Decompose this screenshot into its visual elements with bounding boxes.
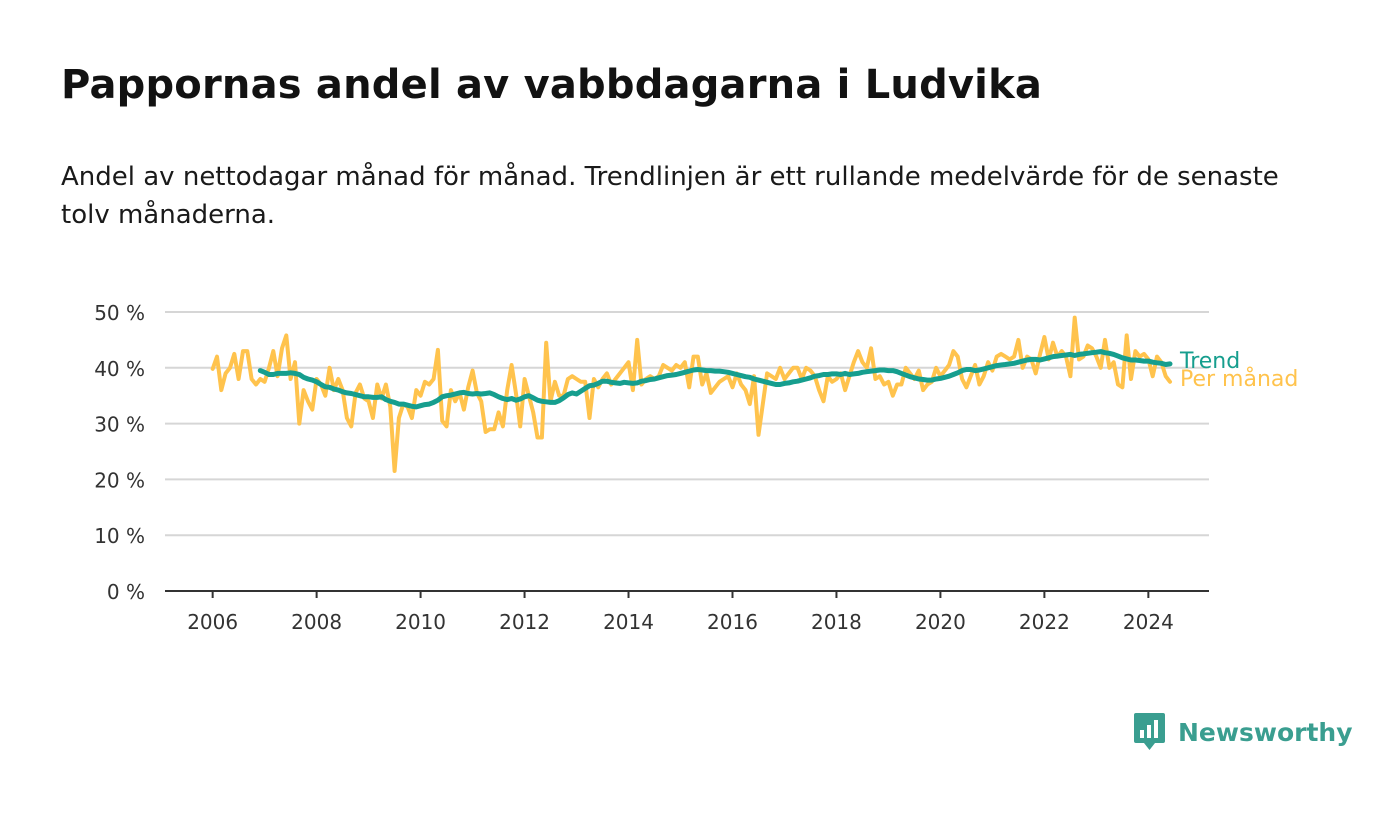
y-tick-label: 40 % [94, 357, 145, 381]
x-tick-label: 2020 [915, 610, 966, 634]
x-tick-label: 2006 [187, 610, 238, 634]
line-chart: 0 % 10 % 20 % 30 % 40 % 50 % 2006 2008 2010 2012… [94, 301, 1298, 634]
brand-name: Newsworthy [1178, 717, 1353, 747]
y-tick-label: 30 % [94, 413, 145, 437]
newsworthy-logo-icon [1134, 713, 1165, 750]
series-layer [210, 315, 1173, 473]
y-tick-label: 10 % [94, 524, 145, 548]
series-label-per-manad: Per månad [1180, 366, 1298, 392]
x-tick-label: 2022 [1019, 610, 1070, 634]
x-tick-label: 2018 [811, 610, 862, 634]
x-tick-label: 2016 [707, 610, 758, 634]
brand-logo: Newsworthy [1133, 712, 1353, 752]
x-tick-label: 2024 [1123, 610, 1174, 634]
x-tick-label: 2010 [395, 610, 446, 634]
y-tick-label: 20 % [94, 468, 145, 492]
x-tick-label: 2008 [291, 610, 342, 634]
series-line-trend [257, 349, 1173, 410]
chart-subtitle: Andel av nettodagar månad för månad. Tre… [61, 162, 1279, 230]
chart-title: Pappornas andel av vabbdagarna i Ludvika [61, 62, 1043, 108]
y-axis-tick-labels: 0 % 10 % 20 % 30 % 40 % 50 % [94, 301, 145, 604]
y-tick-label: 0 % [107, 580, 145, 604]
x-tick-label: 2012 [499, 610, 550, 634]
x-axis-ticks: 2006 2008 2010 2012 2014 2016 2018 2020 2022 2024 [187, 591, 1174, 634]
y-tick-label: 50 % [94, 301, 145, 325]
x-tick-label: 2014 [603, 610, 654, 634]
series-label-trend: Trend [1179, 349, 1240, 374]
